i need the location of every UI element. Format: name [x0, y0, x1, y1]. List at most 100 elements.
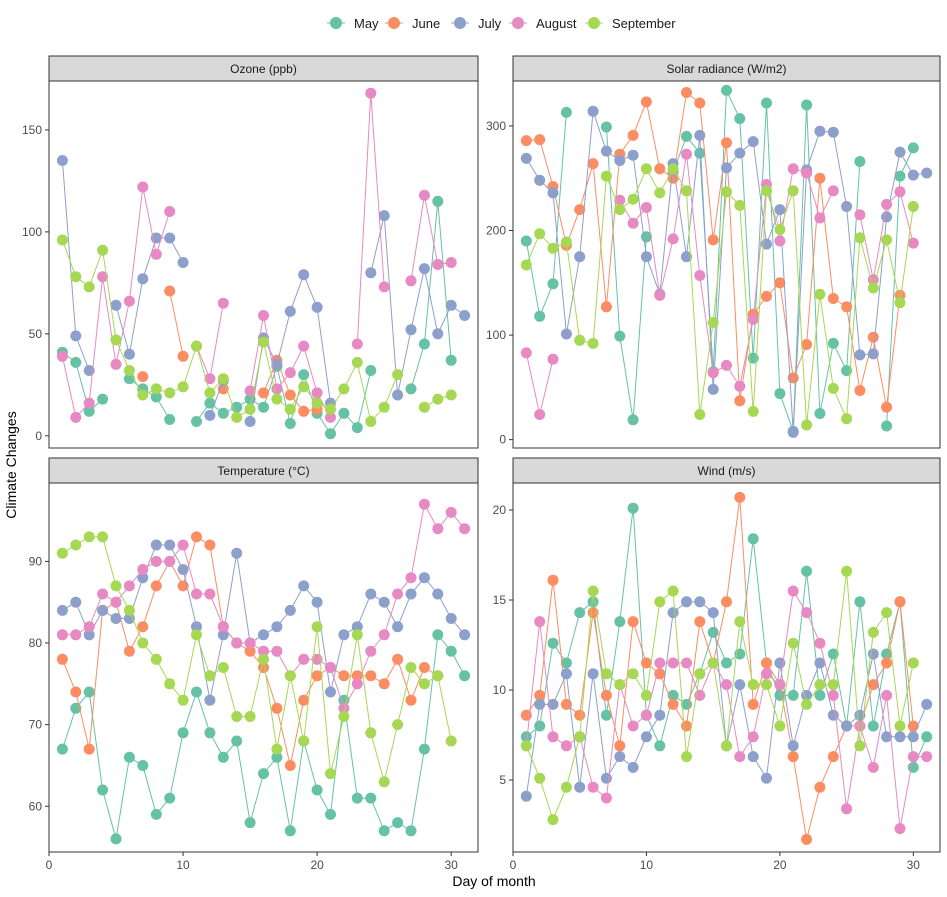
data-point	[894, 731, 906, 743]
data-point	[97, 588, 109, 600]
data-point	[520, 790, 532, 802]
data-point	[365, 670, 377, 682]
data-point	[445, 613, 457, 624]
data-point	[801, 339, 813, 350]
data-point	[681, 251, 692, 263]
data-point	[627, 761, 639, 773]
data-point	[83, 281, 95, 293]
data-point	[841, 565, 853, 577]
data-point	[70, 686, 82, 698]
data-point	[721, 596, 732, 608]
data-point	[574, 334, 586, 346]
data-point	[587, 585, 599, 597]
data-point	[150, 808, 162, 820]
data-point	[881, 607, 893, 619]
data-point	[445, 735, 457, 747]
data-point	[97, 244, 109, 256]
data-point	[164, 387, 176, 399]
data-point	[654, 709, 666, 721]
data-point	[217, 297, 229, 309]
series-july	[56, 155, 471, 427]
data-point	[164, 678, 176, 690]
data-point	[351, 629, 363, 641]
data-point	[747, 679, 759, 691]
data-point	[787, 585, 799, 597]
data-point	[217, 662, 229, 673]
data-point	[298, 405, 310, 417]
data-point	[574, 204, 586, 216]
data-point	[137, 564, 149, 575]
data-point	[137, 621, 149, 633]
data-point	[801, 99, 813, 111]
data-point	[560, 781, 572, 793]
data-point	[801, 607, 813, 619]
data-point	[854, 385, 866, 396]
data-point	[921, 751, 933, 763]
data-point	[694, 147, 706, 159]
data-point	[894, 170, 906, 182]
data-point	[83, 405, 95, 417]
data-point	[56, 604, 68, 616]
data-point	[734, 147, 746, 159]
data-point	[378, 401, 390, 413]
data-point	[534, 689, 546, 701]
data-point	[787, 689, 799, 701]
data-point	[827, 126, 839, 138]
y-tick-label: 60	[29, 799, 43, 813]
data-point	[547, 187, 559, 199]
data-point	[801, 167, 813, 179]
data-point	[921, 167, 933, 179]
y-tick-label: 90	[29, 554, 43, 568]
series-july	[520, 596, 933, 802]
data-point	[707, 607, 719, 619]
legend: May June July August September	[327, 16, 676, 31]
data-point	[827, 382, 839, 394]
data-point	[445, 257, 457, 268]
data-point	[365, 365, 377, 376]
data-point	[654, 668, 666, 680]
series-september	[56, 234, 457, 427]
data-point	[787, 426, 799, 438]
data-point	[614, 330, 626, 342]
data-point	[56, 155, 68, 166]
data-point	[83, 621, 95, 633]
data-point	[231, 637, 243, 649]
data-point	[600, 792, 612, 804]
data-point	[614, 740, 626, 752]
data-point	[164, 232, 176, 244]
data-point	[405, 324, 417, 336]
data-point	[574, 607, 586, 619]
x-tick-label: 10	[176, 858, 190, 872]
series-may	[520, 84, 919, 437]
data-point	[244, 645, 256, 657]
data-point	[761, 657, 772, 669]
data-point	[365, 727, 377, 739]
data-point	[150, 555, 162, 567]
series-june	[520, 87, 906, 413]
data-point	[854, 349, 866, 361]
data-point	[432, 629, 444, 641]
data-point	[110, 596, 122, 608]
data-point	[70, 629, 82, 641]
panel-ozone-ppb: Ozone (ppb) 0 50 100 150	[22, 55, 479, 449]
data-point	[445, 506, 457, 518]
data-point	[907, 657, 919, 669]
data-point	[627, 129, 639, 141]
data-point	[907, 201, 919, 212]
data-point	[894, 146, 906, 158]
data-point	[614, 155, 626, 166]
data-point	[123, 295, 135, 307]
data-point	[854, 232, 866, 244]
data-point	[560, 698, 572, 710]
data-point	[445, 354, 457, 366]
data-point	[365, 267, 377, 279]
legend-key-marker	[588, 17, 600, 29]
data-point	[881, 689, 893, 701]
data-point	[56, 629, 68, 641]
data-point	[365, 416, 377, 427]
data-point	[137, 181, 149, 193]
data-point	[681, 751, 692, 763]
data-point	[520, 135, 532, 147]
data-point	[520, 259, 532, 271]
